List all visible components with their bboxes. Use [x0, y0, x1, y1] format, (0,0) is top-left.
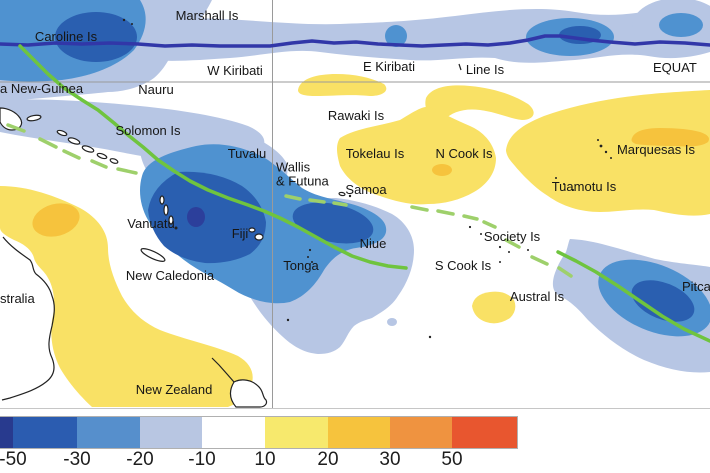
map-label-wallis-futuna: Wallis & Futuna — [276, 159, 329, 188]
map-label-australia: stralia — [0, 291, 35, 307]
orange-regions — [32, 128, 709, 237]
map-label-samoa: Samoa — [345, 182, 387, 198]
map-label-rawaki-is: Rawaki Is — [327, 108, 385, 124]
spcz-solid-line — [18, 44, 710, 343]
colorbar-segment-3 — [140, 417, 202, 448]
vanuatu-islands — [159, 195, 165, 205]
colorbar-segment-0 — [0, 417, 13, 448]
colorbar-segment-5 — [265, 417, 328, 448]
map-label-w-kiribati: W Kiribati — [207, 63, 263, 79]
map-label-fiji: Fiji — [231, 226, 249, 242]
island-dots — [122, 18, 612, 339]
map-label-n-cook-is: N Cook Is — [435, 146, 493, 162]
fiji-islands — [248, 227, 256, 233]
samoa-islands — [338, 191, 346, 197]
yellow-regions — [0, 74, 710, 407]
colorbar-tick--20: -20 — [126, 449, 154, 470]
map-label-new-caledonia: New Caledonia — [125, 268, 215, 284]
map-label-line-is: Line Is — [465, 62, 505, 78]
map-label-society-is: Society Is — [483, 229, 541, 245]
darkest-blue-core — [187, 207, 205, 227]
colorbar-segment-8 — [452, 417, 517, 448]
map-label-tokelau-is: Tokelau Is — [345, 146, 405, 162]
australia-coastline — [1, 236, 55, 401]
colorbar-segment-7 — [390, 417, 452, 448]
map-label-papua-new-guinea: a New-Guinea — [0, 81, 84, 97]
colorbar-tick-50: 50 — [441, 449, 463, 470]
new-britain-island — [26, 114, 42, 122]
colorbar-tick--10: -10 — [188, 449, 216, 470]
map-label-niue: Niue — [359, 236, 387, 252]
coastlines — [0, 63, 462, 408]
colorbar-tick-10: 10 — [254, 449, 276, 470]
map-label-marshall-is: Marshall Is — [175, 8, 239, 24]
map-label-tuamotu-is: Tuamotu Is — [551, 179, 617, 195]
map-canvas — [0, 0, 710, 408]
equatorial-trough-line — [0, 34, 710, 48]
grid-lines — [0, 0, 710, 408]
map-label-pitcairn: Pitca — [682, 279, 710, 295]
map-label-s-cook-is: S Cook Is — [434, 258, 492, 274]
map-label-marquesas-is: Marquesas Is — [616, 142, 696, 158]
pacific-anomaly-map: Marshall Is Caroline Is W Kiribati E Kiriba… — [0, 0, 710, 409]
new-caledonia-island — [140, 248, 166, 262]
map-label-vanuatu: Vanuatu — [127, 216, 175, 232]
colorbar-segment-4 — [202, 417, 265, 448]
colorbar-tick-20: 20 — [317, 449, 339, 470]
map-label-nauru: Nauru — [138, 82, 174, 98]
colorbar-segment-1 — [13, 417, 77, 448]
colorbar-tick-30: 30 — [379, 449, 401, 470]
map-label-equator: EQUAT — [653, 60, 697, 76]
colorbar-segment-6 — [328, 417, 390, 448]
colorbar — [0, 416, 518, 449]
png-coastline — [0, 107, 23, 131]
map-label-new-zealand: New Zealand — [135, 382, 213, 398]
map-label-tuvalu: Tuvalu — [227, 146, 267, 162]
map-label-austral-is: Austral Is — [509, 289, 565, 305]
map-label-tonga: Tonga — [283, 258, 319, 274]
colorbar-tick--50: -50 — [0, 449, 27, 470]
map-label-e-kiribati: E Kiribati — [362, 59, 416, 75]
colorbar-segment-2 — [77, 417, 140, 448]
map-label-solomon-is: Solomon Is — [115, 123, 181, 139]
new-zealand-peninsula — [211, 357, 235, 383]
colorbar-tick--30: -30 — [63, 449, 91, 470]
map-label-caroline-is: Caroline Is — [34, 29, 98, 45]
spcz-dashed-line — [6, 123, 573, 278]
new-zealand-coastline — [229, 379, 268, 408]
dark-blue-regions — [55, 12, 695, 322]
